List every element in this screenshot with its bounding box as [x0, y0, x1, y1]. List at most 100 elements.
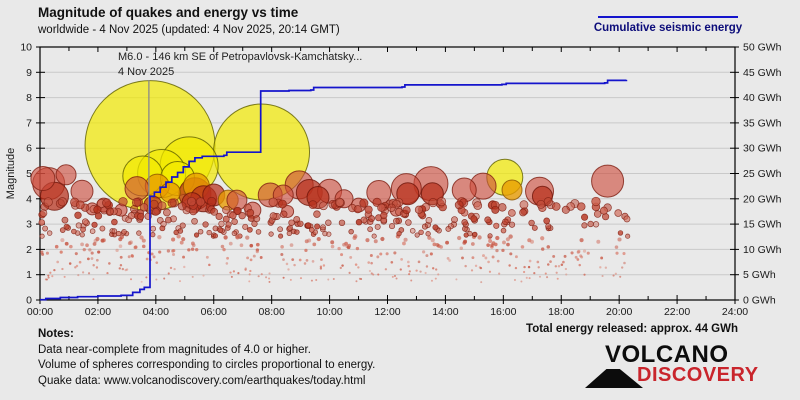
- quake-dot: [601, 274, 604, 278]
- axes: 00:00 02:00 04:00 06:00 08:00 10:00 12:00 14:00…: [5, 42, 782, 319]
- quake-dot: [576, 202, 586, 211]
- quake-dot: [85, 243, 89, 248]
- quake-dot: [354, 263, 358, 266]
- quake-dot: [228, 241, 233, 246]
- quake-dot: [545, 223, 552, 230]
- notes-title: Notes:: [38, 328, 74, 340]
- quake-dot: [482, 254, 485, 258]
- quake-dot: [226, 256, 229, 260]
- quake-dot: [554, 265, 558, 268]
- quake-dot: [617, 230, 624, 236]
- quake-dot: [244, 267, 247, 270]
- quake-dot: [165, 216, 172, 224]
- quake-dot: [593, 210, 602, 218]
- quake-dot: [150, 232, 156, 238]
- quake-dot: [432, 267, 435, 270]
- quake-dot: [108, 262, 111, 265]
- quake-dot: [268, 280, 271, 283]
- quake-bubble: [396, 182, 420, 206]
- quake-dot: [191, 217, 198, 225]
- quake-dot: [425, 231, 431, 237]
- quake-dot: [118, 244, 123, 249]
- quake-dot: [53, 269, 56, 272]
- quake-dot: [508, 221, 516, 228]
- quake-dot: [106, 271, 109, 275]
- quake-dot: [179, 222, 186, 229]
- quake-dot: [457, 235, 462, 241]
- quake-dot: [167, 272, 170, 275]
- quake-dot: [435, 243, 440, 247]
- quake-dot: [462, 241, 467, 245]
- quake-dot: [75, 264, 79, 268]
- quake-dot: [373, 239, 378, 244]
- quake-dot: [359, 198, 369, 208]
- quake-dot: [537, 266, 540, 269]
- quake-dot: [60, 238, 65, 243]
- quake-dot: [167, 198, 177, 208]
- quake-dot: [151, 207, 160, 216]
- quake-dot: [377, 273, 380, 276]
- quake-dot: [387, 203, 396, 212]
- quake-dot: [402, 206, 411, 215]
- quake-dot: [425, 265, 429, 268]
- y-right-tick-label: 35 GWh: [743, 117, 782, 129]
- quake-dot: [222, 206, 231, 215]
- quake-dot: [94, 212, 103, 220]
- quake-dot: [218, 220, 225, 228]
- quake-dot: [495, 248, 499, 253]
- quake-dot: [190, 241, 195, 246]
- quake-dot: [519, 200, 529, 210]
- quake-dot: [268, 277, 271, 280]
- quake-dot: [163, 277, 166, 280]
- quake-dot: [349, 256, 353, 259]
- quake-dot: [505, 237, 510, 242]
- quake-dot: [377, 203, 386, 212]
- quake-dot: [434, 277, 437, 280]
- quake-dot: [314, 223, 321, 230]
- quake-dot: [319, 267, 323, 270]
- quake-dot: [623, 215, 631, 223]
- quake-dot: [581, 222, 588, 229]
- quake-dot: [285, 262, 289, 266]
- quake-dot: [427, 235, 432, 240]
- x-tick-label: 06:00: [201, 306, 227, 318]
- x-tick-label: 24:00: [722, 306, 748, 318]
- quake-dot: [87, 272, 91, 275]
- quake-dot: [56, 260, 60, 264]
- quake-dot: [344, 241, 348, 246]
- quake-dot: [222, 215, 230, 223]
- quake-dot: [137, 212, 145, 220]
- quake-dot: [514, 266, 518, 270]
- quake-dot: [368, 215, 375, 223]
- quake-dot: [289, 243, 294, 247]
- quake-dot: [232, 270, 236, 273]
- quake-dot: [395, 277, 398, 280]
- quake-dot: [255, 229, 262, 235]
- quake-dot: [414, 205, 423, 214]
- quake-dot: [380, 211, 388, 220]
- quake-dot: [88, 248, 92, 252]
- y-right-tick-label: 40 GWh: [743, 92, 782, 104]
- quake-dot: [131, 254, 134, 258]
- quake-dot: [121, 267, 125, 271]
- legend-label: Cumulative seismic energy: [593, 22, 743, 34]
- quake-dot: [549, 260, 552, 263]
- quake-dot: [337, 246, 341, 251]
- quake-dot: [150, 252, 154, 256]
- quake-dot: [591, 196, 601, 207]
- quake-dot: [44, 278, 47, 281]
- quake-dot: [425, 254, 429, 258]
- quake-dot: [293, 215, 301, 223]
- quake-dot: [583, 273, 586, 276]
- quake-dot: [61, 267, 64, 271]
- quake-bubble: [55, 164, 77, 186]
- quake-dot: [212, 225, 219, 232]
- quake-dot: [502, 240, 506, 245]
- quake-dot: [380, 236, 385, 242]
- quake-dot: [403, 237, 408, 242]
- quake-dot: [546, 245, 551, 249]
- quake-dot: [619, 275, 622, 278]
- quake-dot: [51, 275, 54, 278]
- chart-subtitle: worldwide - 4 Nov 2025 (updated: 4 Nov 2…: [38, 24, 340, 36]
